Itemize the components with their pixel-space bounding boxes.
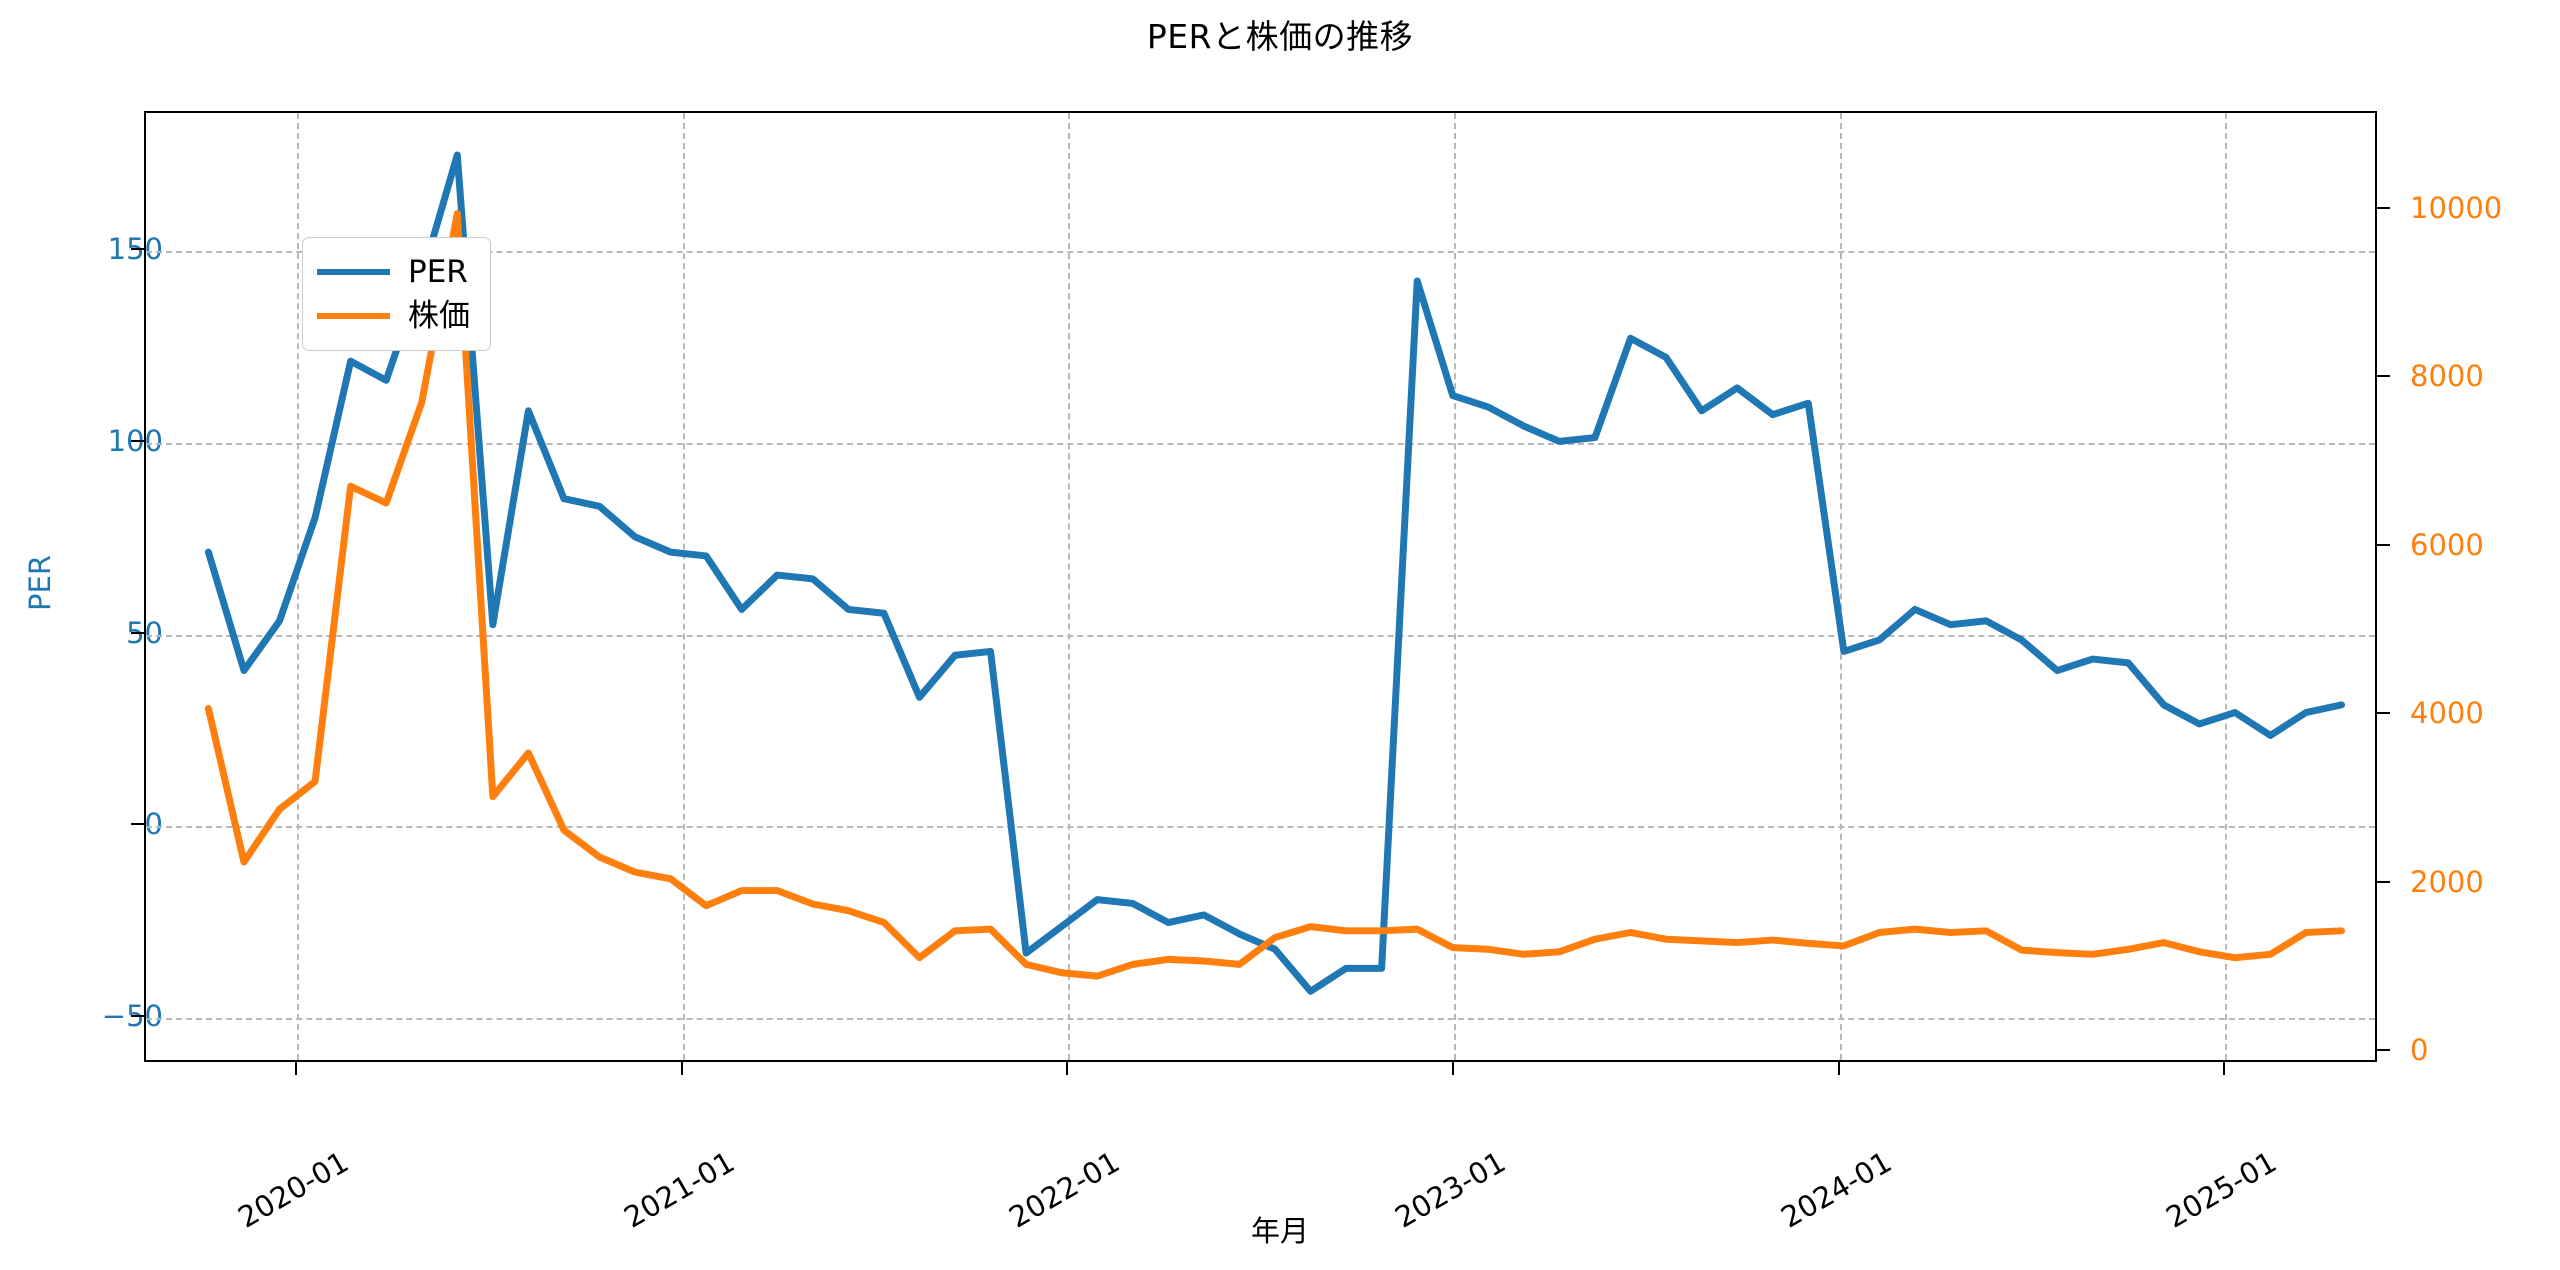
plot-area: PER 株価 (144, 111, 2377, 1062)
y-tick-label-right: 2000 (2410, 864, 2484, 899)
x-tickmark (1451, 1062, 1454, 1075)
legend-label-stock: 株価 (408, 297, 470, 334)
y-tickmark-left (131, 631, 144, 634)
series-layer (204, 151, 2346, 995)
x-tickmark (2223, 1062, 2226, 1075)
y-tickmark-left (131, 439, 144, 442)
x-tickmark (294, 1062, 297, 1075)
y-tickmark-right (2377, 543, 2390, 546)
y-axis-label-left: PER (23, 555, 57, 611)
y-tickmark-right (2377, 1049, 2390, 1052)
y-tickmark-left (131, 1014, 144, 1017)
y-tickmark-right (2377, 206, 2390, 209)
y-tick-label-left: 0 (144, 807, 163, 842)
legend-item-per: PER (317, 250, 470, 294)
y-tickmark-left (131, 248, 144, 251)
legend-label-per: PER (408, 253, 468, 290)
chart-title: PERと株価の推移 (1146, 17, 1414, 56)
y-tickmark-right (2377, 712, 2390, 715)
legend-swatch-stock-icon (317, 313, 390, 319)
y-tick-label-right: 6000 (2410, 527, 2484, 562)
y-tickmark-right (2377, 880, 2390, 883)
y-tick-label-right: 0 (2410, 1033, 2429, 1068)
y-tick-label-right: 10000 (2410, 190, 2503, 225)
x-tickmark (1066, 1062, 1069, 1075)
y-tick-label-right: 4000 (2410, 696, 2484, 731)
x-tickmark (1837, 1062, 1840, 1075)
y-tick-label-right: 8000 (2410, 359, 2484, 394)
legend-swatch-per-icon (317, 269, 390, 275)
x-tickmark (680, 1062, 683, 1075)
series-line-stock (204, 210, 2346, 980)
chart-legend: PER 株価 (302, 237, 491, 351)
series-line-per (204, 151, 2346, 995)
legend-item-stock: 株価 (317, 294, 470, 338)
y-tickmark-right (2377, 375, 2390, 378)
y-tickmark-left (131, 823, 144, 826)
x-axis-label: 年月 (1250, 1214, 1309, 1248)
